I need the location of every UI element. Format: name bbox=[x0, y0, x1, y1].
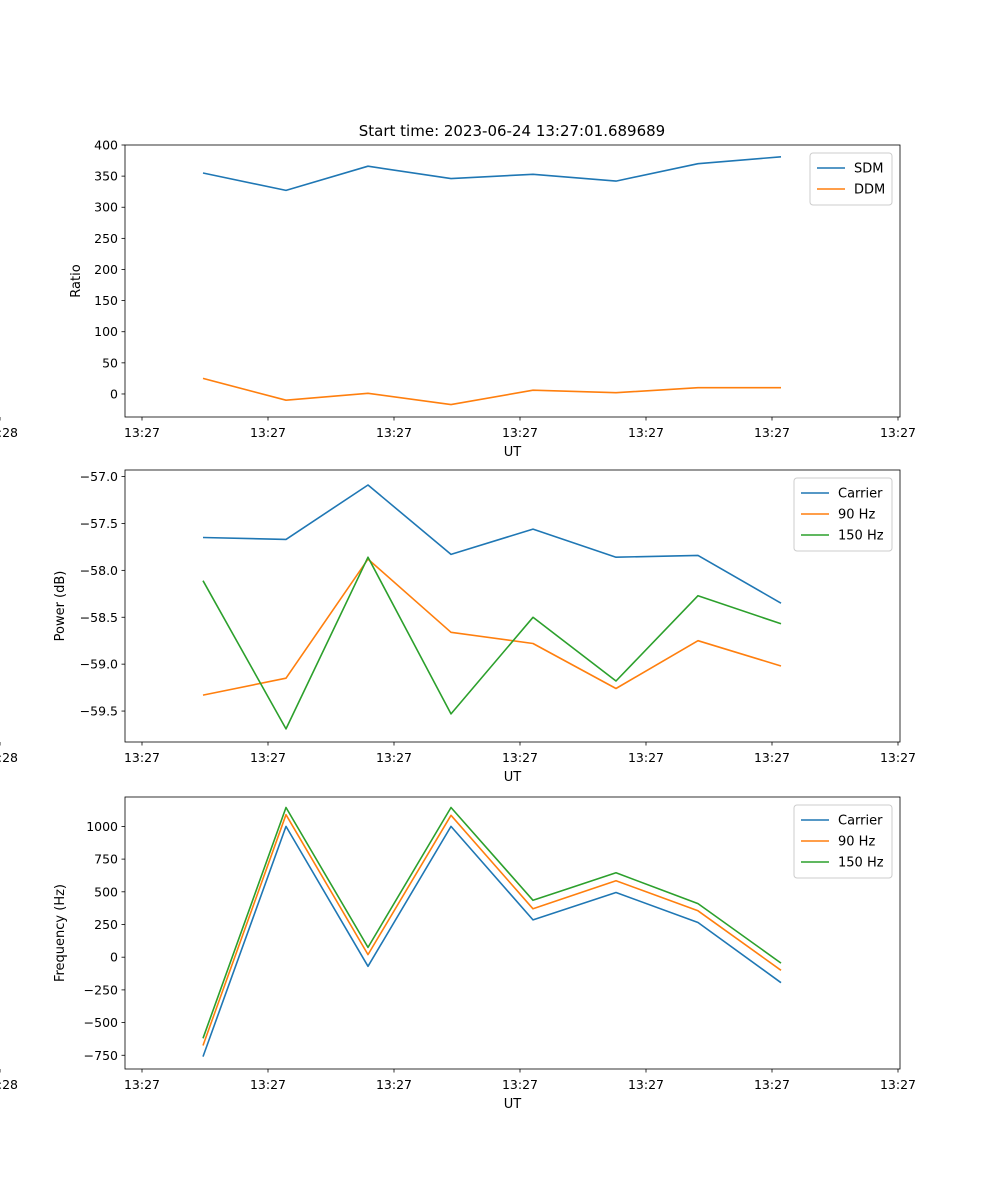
legend-label: 150 Hz bbox=[838, 856, 884, 871]
subplot-2: −59.5 −59.0 −58.5 −58.0 −57.5 −57.0 13:27 13:27… bbox=[0, 469, 916, 785]
legend-label: Carrier bbox=[838, 814, 883, 829]
series-line-carrier bbox=[202, 484, 782, 604]
axes-frame bbox=[124, 469, 901, 743]
series-line-sdm bbox=[202, 156, 782, 192]
legend-box bbox=[793, 477, 893, 552]
y-axis-label: Ratio bbox=[69, 264, 84, 297]
x-tick-label: 13:27 bbox=[754, 425, 790, 440]
series-line-150-hz bbox=[202, 556, 782, 730]
x-tick-label: 13:28 bbox=[0, 425, 18, 440]
legend-label: 150 Hz bbox=[838, 529, 884, 544]
x-axis-label: UT bbox=[504, 1097, 522, 1112]
y-tick-label: 0 bbox=[110, 950, 118, 965]
legend-label: SDM bbox=[854, 162, 883, 177]
y-tick-label: 500 bbox=[94, 884, 118, 899]
figure-title: Start time: 2023-06-24 13:27:01.689689 bbox=[359, 122, 665, 140]
y-axis-label: Frequency (Hz) bbox=[53, 884, 68, 982]
x-tick-label: 13:27 bbox=[124, 750, 160, 765]
axes-frame bbox=[124, 144, 901, 418]
y-tick-label: 400 bbox=[94, 138, 118, 153]
y-tick-label: 1000 bbox=[86, 819, 118, 834]
y-tick-label: 0 bbox=[110, 386, 118, 401]
x-tick-label: 13:28 bbox=[0, 1077, 18, 1092]
subplot-3: −750 −500 −250 0 250 500 750 1000 13:27 13:27 13:2… bbox=[0, 796, 916, 1112]
x-tick-label: 13:27 bbox=[628, 750, 664, 765]
y-tick-label: 100 bbox=[94, 324, 118, 339]
legend: Carrier 90 Hz 150 Hz bbox=[793, 477, 893, 552]
x-tick-label: 13:27 bbox=[124, 1077, 160, 1092]
subplot-1: 0 50 100 150 200 250 300 350 400 13:27 13:27 13:27 1… bbox=[0, 138, 916, 460]
x-tick-label: 13:27 bbox=[880, 750, 916, 765]
y-tick-label: −250 bbox=[84, 982, 118, 997]
x-tick-label: 13:27 bbox=[628, 1077, 664, 1092]
x-tick-label: 13:27 bbox=[376, 425, 412, 440]
x-tick-label: 13:27 bbox=[754, 750, 790, 765]
y-tick-label: 50 bbox=[102, 355, 118, 370]
legend: SDM DDM bbox=[809, 152, 893, 206]
series-line-ddm bbox=[202, 377, 781, 406]
y-tick-label: −58.5 bbox=[80, 610, 118, 625]
legend-label: 90 Hz bbox=[838, 508, 875, 523]
x-tick-label: 13:27 bbox=[880, 425, 916, 440]
y-tick-label: −500 bbox=[84, 1015, 118, 1030]
x-tick-label: 13:27 bbox=[628, 425, 664, 440]
x-tick-label: 13:27 bbox=[502, 1077, 538, 1092]
x-tick-label: 13:27 bbox=[754, 1077, 790, 1092]
y-tick-label: −59.5 bbox=[80, 704, 118, 719]
x-tick-label: 13:28 bbox=[0, 750, 18, 765]
y-tick-label: 250 bbox=[94, 917, 118, 932]
y-tick-label: −750 bbox=[84, 1048, 118, 1063]
y-tick-label: 750 bbox=[94, 852, 118, 867]
legend-box bbox=[809, 152, 893, 206]
x-tick-label: 13:27 bbox=[880, 1077, 916, 1092]
y-tick-label: −57.0 bbox=[80, 469, 118, 484]
legend-label: 90 Hz bbox=[838, 835, 875, 850]
legend-label: Carrier bbox=[838, 487, 883, 502]
x-tick-label: 13:27 bbox=[124, 425, 160, 440]
y-tick-label: 350 bbox=[94, 169, 118, 184]
series-line-carrier bbox=[202, 825, 782, 1057]
x-tick-label: 13:27 bbox=[250, 1077, 286, 1092]
legend-box bbox=[793, 804, 893, 879]
x-tick-label: 13:27 bbox=[250, 750, 286, 765]
subplots: 0 50 100 150 200 250 300 350 400 13:27 13:27 13:27 1… bbox=[0, 138, 916, 1112]
legend: Carrier 90 Hz 150 Hz bbox=[793, 804, 893, 879]
x-tick-label: 13:27 bbox=[502, 750, 538, 765]
y-tick-label: −57.5 bbox=[80, 516, 118, 531]
y-tick-label: 250 bbox=[94, 231, 118, 246]
y-tick-label: 200 bbox=[94, 262, 118, 277]
series-line-90-hz bbox=[202, 813, 782, 1046]
x-axis-label: UT bbox=[504, 770, 522, 785]
legend-label: DDM bbox=[854, 183, 885, 198]
x-tick-label: 13:27 bbox=[376, 750, 412, 765]
y-tick-label: 300 bbox=[94, 200, 118, 215]
axes-frame bbox=[124, 796, 901, 1070]
y-tick-label: −59.0 bbox=[80, 657, 118, 672]
x-tick-label: 13:27 bbox=[502, 425, 538, 440]
x-tick-label: 13:27 bbox=[250, 425, 286, 440]
series-line-150-hz bbox=[202, 806, 782, 1039]
x-tick-label: 13:27 bbox=[376, 1077, 412, 1092]
y-axis-label: Power (dB) bbox=[53, 571, 68, 642]
y-tick-label: 150 bbox=[94, 293, 118, 308]
y-tick-label: −58.0 bbox=[80, 563, 118, 578]
series-line-90-hz bbox=[202, 558, 782, 696]
x-axis-label: UT bbox=[504, 445, 522, 460]
